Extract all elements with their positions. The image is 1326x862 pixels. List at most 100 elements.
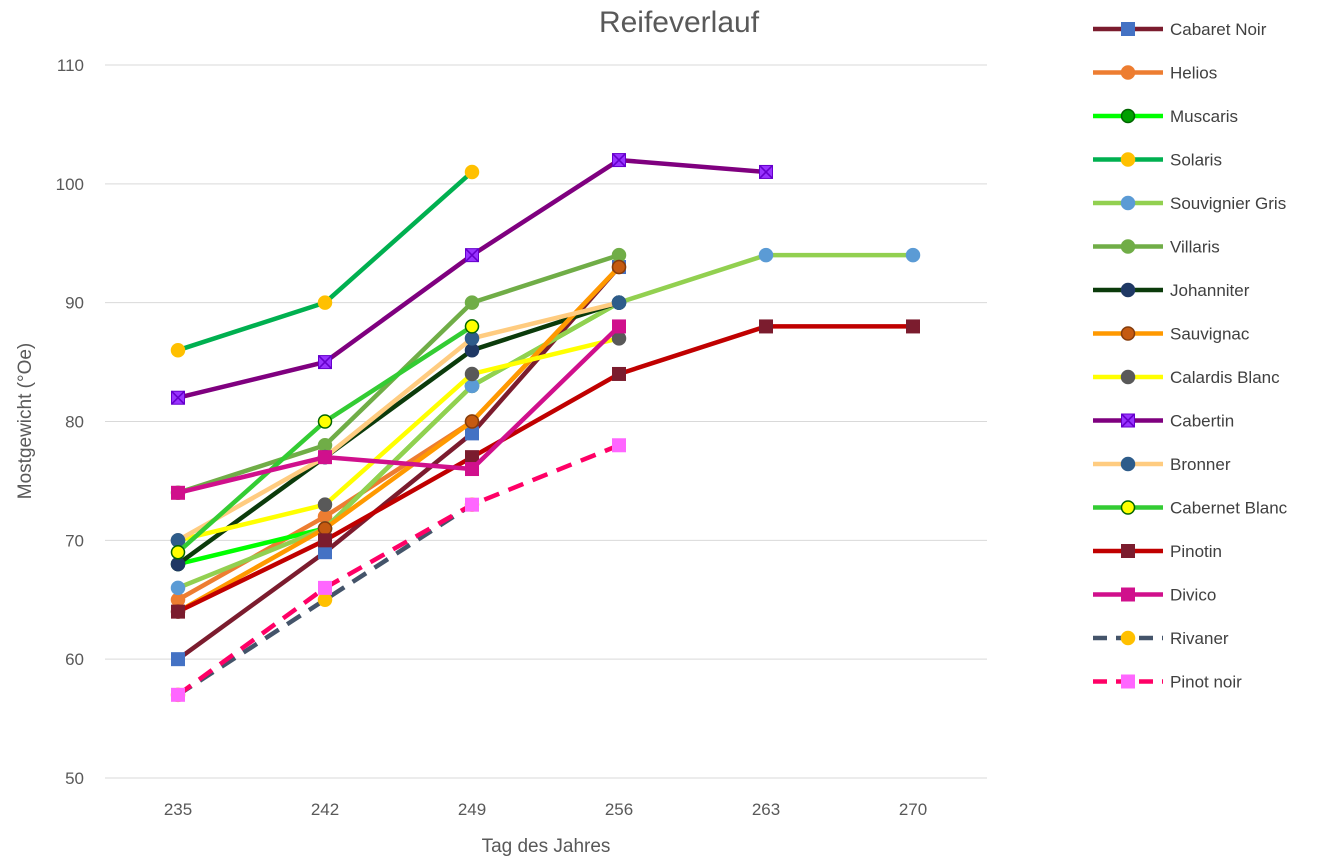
series-line	[176, 502, 474, 697]
legend-label: Sauvignac	[1170, 325, 1250, 344]
legend-item: Villaris	[1093, 238, 1220, 257]
series-layer	[170, 153, 921, 703]
series-line	[175, 324, 916, 614]
legend-marker	[1120, 456, 1136, 472]
legend-marker	[1120, 108, 1136, 124]
x-tick-label: 235	[164, 800, 192, 819]
series-line	[175, 169, 475, 353]
legend-marker-cross	[1120, 413, 1136, 428]
data-point	[317, 592, 333, 607]
legend-label: Souvignier Gris	[1170, 194, 1286, 213]
y-tick-label: 60	[65, 650, 84, 669]
data-point	[170, 592, 186, 607]
legend-label: Calardis Blanc	[1170, 368, 1280, 387]
series-cabernet-blanc	[170, 319, 480, 560]
y-tick-label: 90	[65, 294, 84, 313]
data-point	[171, 604, 185, 619]
legend-marker	[1121, 544, 1135, 558]
data-point	[318, 533, 332, 548]
legend-item: Helios	[1093, 64, 1217, 83]
legend-marker	[1121, 22, 1135, 36]
data-point	[317, 438, 333, 453]
y-tick-label: 110	[57, 56, 84, 75]
data-point	[171, 652, 185, 667]
data-point	[318, 450, 332, 465]
data-point	[612, 438, 626, 453]
data-point-cross	[758, 164, 774, 180]
series-line	[175, 264, 622, 614]
legend-marker	[1120, 282, 1136, 298]
legend: Cabaret Noir Helios Muscaris Solaris Souvign…	[1093, 20, 1288, 692]
data-point-cross	[611, 153, 627, 168]
data-point	[464, 342, 480, 358]
x-tick-label: 242	[311, 800, 339, 819]
legend-label: Cabernet Blanc	[1170, 499, 1288, 518]
legend-marker	[1121, 587, 1135, 602]
data-point	[464, 295, 480, 310]
series-divico	[171, 319, 626, 500]
chart-title: Reifeverlauf	[599, 6, 760, 39]
legend-item: Divico	[1093, 586, 1216, 605]
legend-item: Solaris	[1093, 151, 1222, 170]
legend-marker	[1120, 152, 1136, 167]
legend-label: Villaris	[1170, 238, 1220, 257]
data-point	[611, 295, 627, 310]
series-pinot-noir	[171, 438, 626, 702]
legend-item: Calardis Blanc	[1093, 368, 1280, 387]
legend-item: Muscaris	[1093, 107, 1238, 126]
legend-label: Cabertin	[1170, 412, 1234, 431]
x-axis-ticks: 235 242 249 256 263 270	[164, 800, 927, 819]
data-point	[317, 414, 333, 429]
legend-item: Cabaret Noir	[1093, 20, 1267, 39]
y-axis-label: Mostgewicht (°Oe)	[15, 343, 36, 499]
legend-item: Pinotin	[1093, 542, 1222, 561]
series-line	[175, 264, 622, 662]
data-point	[465, 462, 479, 477]
data-point	[318, 580, 332, 595]
data-point	[171, 485, 185, 500]
legend-item: Rivaner	[1093, 629, 1229, 648]
data-point	[170, 580, 186, 596]
data-point	[317, 497, 333, 512]
data-point	[318, 545, 332, 560]
data-point	[170, 342, 186, 358]
x-tick-label: 249	[458, 800, 486, 819]
series-line	[175, 336, 622, 543]
data-point	[465, 426, 479, 441]
legend-marker	[1120, 326, 1136, 341]
x-axis-label: Tag des Jahres	[482, 836, 611, 857]
legend-item: Souvignier Gris	[1093, 194, 1286, 213]
data-point	[611, 247, 627, 263]
series-pinotin	[171, 319, 920, 619]
data-point	[612, 319, 626, 334]
legend-label: Johanniter	[1170, 281, 1250, 300]
legend-label: Cabaret Noir	[1170, 20, 1267, 39]
legend-marker	[1120, 630, 1136, 646]
data-point-cross	[464, 248, 480, 263]
legend-item: Cabernet Blanc	[1093, 499, 1288, 518]
data-point	[317, 295, 333, 310]
gridlines	[105, 64, 987, 779]
legend-label: Pinot noir	[1170, 673, 1242, 692]
x-tick-label: 270	[899, 800, 927, 819]
data-point	[759, 319, 773, 334]
y-tick-label: 70	[65, 531, 84, 550]
legend-marker	[1121, 674, 1135, 689]
data-point	[612, 366, 626, 381]
data-point-cross	[170, 390, 186, 405]
legend-label: Rivaner	[1170, 629, 1229, 648]
x-tick-label: 263	[752, 800, 780, 819]
series-line	[175, 300, 622, 567]
y-tick-label: 100	[56, 175, 84, 194]
series-cabertin	[170, 153, 774, 405]
data-point	[611, 259, 627, 275]
x-tick-label: 256	[605, 800, 633, 819]
legend-label: Helios	[1170, 64, 1217, 83]
y-tick-label: 80	[65, 413, 84, 432]
legend-marker	[1120, 239, 1136, 254]
data-point	[464, 331, 480, 346]
legend-label: Bronner	[1170, 455, 1231, 474]
legend-marker	[1120, 65, 1136, 80]
legend-marker	[1120, 500, 1136, 515]
